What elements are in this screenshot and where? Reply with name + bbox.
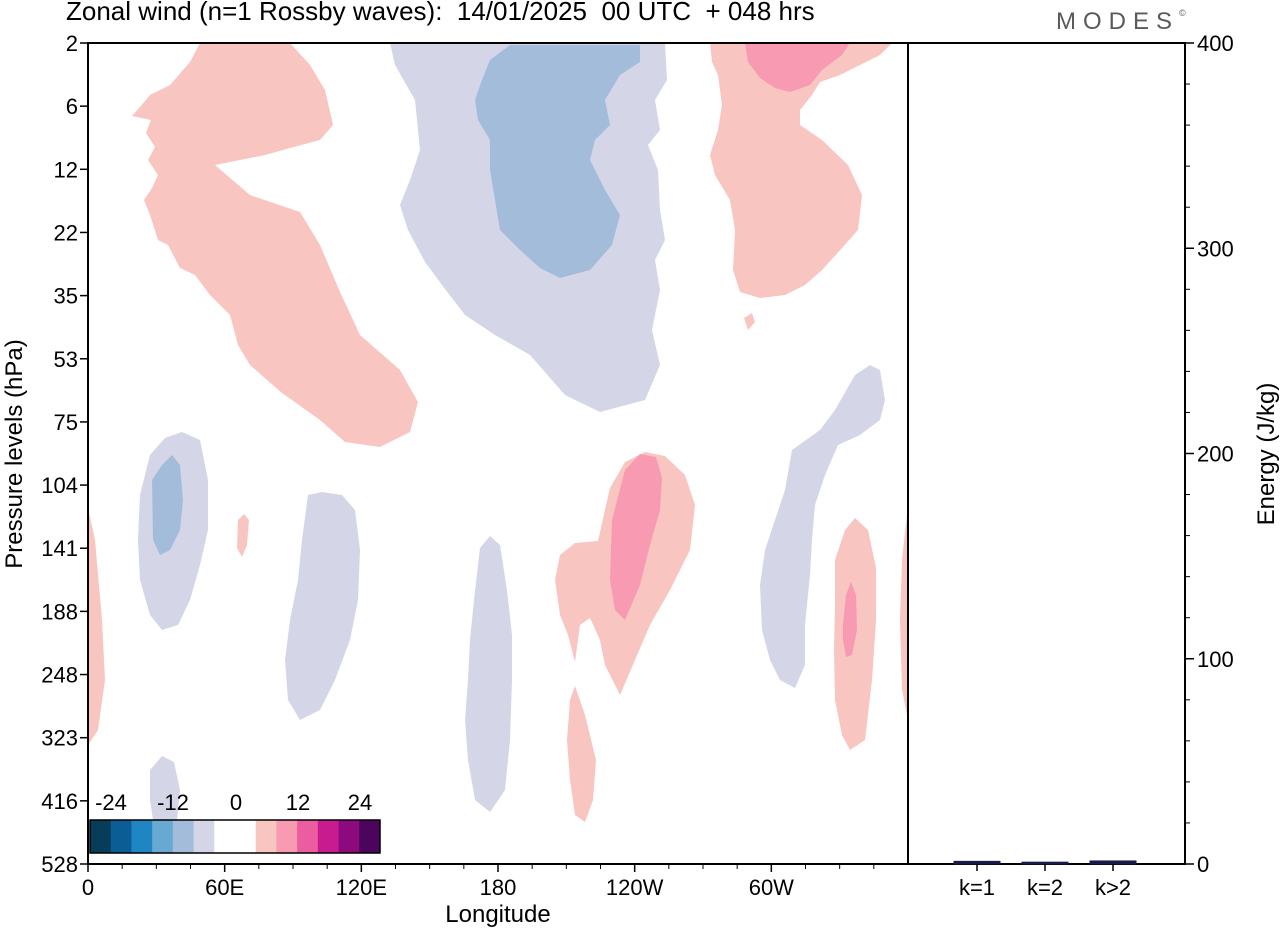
logo-copyright-mark: © <box>1179 8 1186 18</box>
contour-region-18 <box>843 582 857 657</box>
x-tick-label: 120E <box>336 875 387 900</box>
energy-tick-label: 400 <box>1197 31 1234 56</box>
contour-region-15 <box>567 686 596 822</box>
colorbar-swatch <box>317 820 340 853</box>
energy-tick-label: 100 <box>1197 647 1234 672</box>
colorbar-swatch <box>235 820 257 853</box>
colorbar-label: 12 <box>286 790 310 815</box>
colorbar-swatch <box>131 820 153 853</box>
colorbar-swatch <box>255 820 277 853</box>
y-axis-label: Pressure levels (hPa) <box>1 339 28 568</box>
y-tick-label: 416 <box>41 789 78 814</box>
contour-region-11 <box>465 536 512 812</box>
energy-panel-frame <box>907 42 1186 865</box>
chart-title: Zonal wind (n=1 Rossby waves): 14/01/202… <box>66 0 815 26</box>
energy-tick-label: 0 <box>1197 852 1209 877</box>
contour-region-16 <box>760 365 885 688</box>
energy-category-label: k=2 <box>1027 875 1063 900</box>
x-tick-label: 180 <box>480 875 517 900</box>
contour-region-5 <box>710 43 892 298</box>
colorbar-swatch <box>193 820 215 853</box>
contour-region-20 <box>900 505 908 720</box>
x-tick-label: 120W <box>606 875 664 900</box>
x-tick-label: 60W <box>749 875 794 900</box>
y-tick-label: 141 <box>41 536 78 561</box>
colorbar-swatch <box>214 820 236 853</box>
contour-region-4 <box>475 45 640 278</box>
colorbar-frame <box>89 819 381 854</box>
y-tick-label: 2 <box>66 31 78 56</box>
colorbar-swatch <box>338 820 360 853</box>
modes-logo: MODES© <box>1056 8 1186 36</box>
y-tick-label: 6 <box>66 94 78 119</box>
y-tick-label: 188 <box>41 599 78 624</box>
y-tick-label: 104 <box>41 473 78 498</box>
colorbar-label: 24 <box>348 790 372 815</box>
energy-category-label: k>2 <box>1095 875 1131 900</box>
contour-region-2 <box>237 514 249 557</box>
x-tick-label: 0 <box>82 875 94 900</box>
logo-text: MODES <box>1056 8 1180 35</box>
y-tick-label: 53 <box>54 347 78 372</box>
y-tick-label: 528 <box>41 852 78 877</box>
energy-tick-label: 200 <box>1197 442 1234 467</box>
contour-region-7 <box>744 313 755 330</box>
colorbar-swatch <box>276 820 298 853</box>
energy-tick-label: 300 <box>1197 236 1234 261</box>
axes: 0 60E 120E 180 120W 60W Longitude 2 6 12 22 35 53 75 1… <box>1 31 909 928</box>
y-tick-label: 35 <box>54 284 78 309</box>
contour-region-6 <box>745 43 850 92</box>
energy-bar-1 <box>953 860 1001 865</box>
contour-region-19 <box>88 508 105 745</box>
colorbar-swatch <box>359 820 381 853</box>
x-tick-label: 60E <box>205 875 244 900</box>
y-tick-label: 248 <box>41 663 78 688</box>
y-tick-label: 75 <box>54 410 78 435</box>
colorbar: -24 -12 0 12 24 <box>89 790 381 854</box>
colorbar-swatch <box>110 820 132 853</box>
contour-region-1 <box>132 43 418 447</box>
contour-regions <box>88 43 908 830</box>
x-axis-label: Longitude <box>445 901 550 928</box>
contour-region-9 <box>152 455 183 555</box>
contour-region-10 <box>285 492 360 720</box>
energy-bar-3 <box>1089 860 1137 865</box>
colorbar-label: 0 <box>230 790 242 815</box>
colorbar-swatch <box>90 820 112 853</box>
energy-panel: 0 100 200 300 400 Energy (J/kg) k=1 k=2 k>2 <box>907 31 1280 900</box>
energy-category-label: k=1 <box>959 875 995 900</box>
y-tick-label: 22 <box>54 220 78 245</box>
colorbar-swatch <box>297 820 319 853</box>
contour-region-14 <box>610 454 662 620</box>
y-tick-label: 12 <box>54 157 78 182</box>
colorbar-label: -24 <box>95 790 127 815</box>
energy-axis-label: Energy (J/kg) <box>1253 383 1280 526</box>
colorbar-swatch <box>172 820 195 853</box>
energy-bar-2 <box>1021 861 1069 865</box>
colorbar-label: -12 <box>157 790 189 815</box>
y-tick-label: 323 <box>41 726 78 751</box>
colorbar-swatch <box>152 820 174 853</box>
contour-region-12 <box>150 756 180 830</box>
